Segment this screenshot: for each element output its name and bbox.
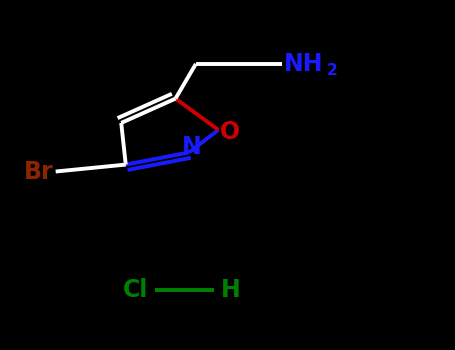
Text: N: N [182,135,201,159]
Text: O: O [220,120,240,144]
Text: NH: NH [284,52,324,76]
Text: Br: Br [24,160,53,183]
Text: H: H [221,278,240,302]
Text: 2: 2 [327,63,338,78]
Text: Cl: Cl [123,278,148,302]
